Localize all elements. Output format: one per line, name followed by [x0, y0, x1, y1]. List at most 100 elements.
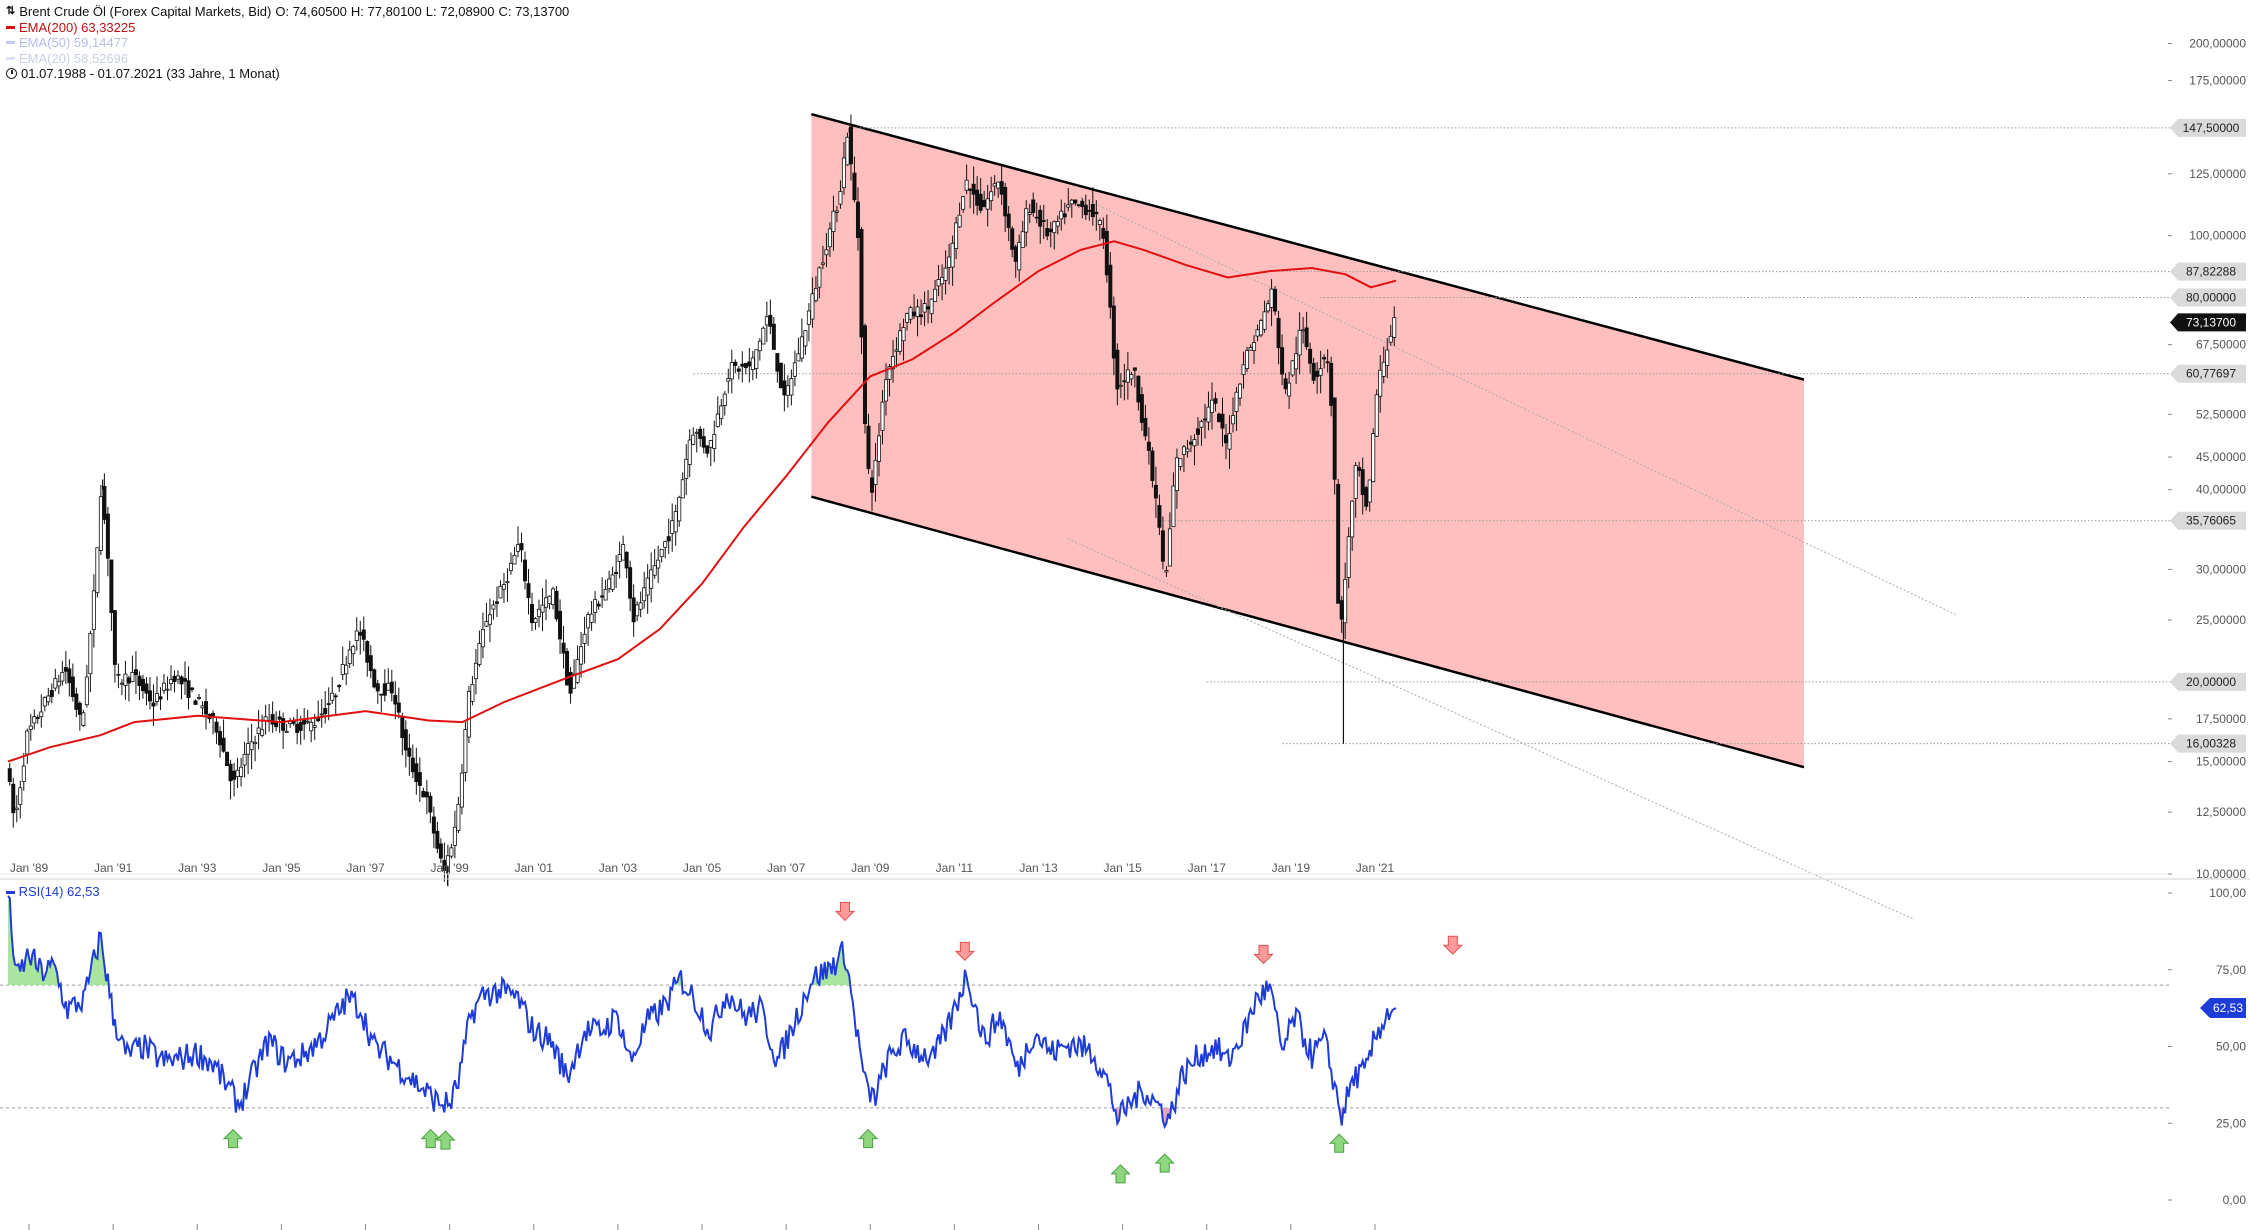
candle-body	[1083, 204, 1088, 216]
candle-body	[638, 602, 643, 610]
candle-body	[211, 712, 216, 717]
candle-body	[505, 581, 510, 584]
candles-layer	[7, 114, 1397, 887]
candle-body	[1027, 212, 1032, 215]
candle-body	[1238, 383, 1243, 399]
arrow-down-icon	[1253, 944, 1274, 965]
candle-body	[1283, 378, 1288, 390]
candle-body	[1301, 329, 1306, 332]
price-level-label: 80,00000	[2186, 291, 2236, 305]
candle-body	[323, 708, 328, 714]
candle-body	[95, 547, 100, 594]
channel-lower-line	[811, 495, 1805, 769]
candle-body	[1252, 342, 1257, 351]
candle-body	[1076, 204, 1081, 207]
candle-body	[1174, 457, 1179, 491]
candle-body	[1136, 375, 1141, 403]
candle-body	[722, 393, 727, 406]
candle-body	[624, 551, 629, 569]
candle-body	[239, 766, 244, 777]
arrow-up-icon	[857, 1128, 879, 1149]
candle-body	[1066, 204, 1071, 208]
candle-body	[936, 279, 941, 287]
y-axis-label: 125,00000	[2189, 167, 2246, 181]
candle-body	[1003, 187, 1008, 217]
candle-body	[933, 288, 938, 302]
x-axis-label: Jan '89	[10, 861, 49, 875]
candle-body	[768, 314, 773, 327]
legend-ema20-row[interactable]: EMA(20) 58,52696	[6, 51, 569, 67]
candle-body	[544, 597, 549, 608]
candle-body	[579, 646, 584, 665]
rsi-layer: 100,00 75,00 50,00 25,00 0,00 62,53	[0, 878, 2250, 1207]
candlestick-icon[interactable]: ⇅	[6, 5, 16, 17]
legend-ema50-row[interactable]: EMA(50) 59,14477	[6, 35, 569, 51]
candle-body	[894, 349, 899, 352]
candle-body	[771, 323, 776, 350]
candle-body	[1216, 413, 1221, 423]
candle-body	[1224, 434, 1229, 444]
candle-body	[246, 743, 251, 755]
candle-body	[382, 683, 387, 696]
candle-body	[105, 513, 110, 559]
candle-body	[1287, 382, 1292, 397]
candle-body	[582, 633, 587, 644]
candle-body	[1339, 600, 1344, 620]
candle-body	[694, 431, 699, 434]
rsi-legend[interactable]: RSI(14) 62,53	[6, 884, 100, 899]
ema200-line	[7, 240, 1397, 763]
candle-body	[123, 673, 128, 686]
chart-legend: ⇅ Brent Crude Öl (Forex Capital Markets,…	[6, 4, 569, 82]
candle-body	[1094, 211, 1099, 215]
candle-body	[249, 741, 254, 751]
candle-body	[1343, 579, 1348, 624]
candle-body	[1206, 406, 1211, 423]
candle-body	[140, 678, 145, 692]
candle-body	[950, 242, 955, 268]
x-axis-label: Jan '05	[683, 861, 722, 875]
x-axis-label: Jan '99	[430, 861, 469, 875]
candle-body	[1045, 228, 1050, 237]
candle-body	[1034, 216, 1039, 219]
candle-body	[18, 787, 23, 805]
candle-body	[1101, 228, 1106, 239]
candle-body	[168, 679, 173, 685]
candle-body	[389, 681, 394, 694]
candle-body	[978, 193, 983, 211]
candle-body	[1157, 505, 1162, 528]
y-axis-label: 67,50000	[2196, 338, 2246, 352]
candle-body	[810, 293, 815, 320]
candle-body	[74, 693, 79, 710]
candle-body	[498, 585, 503, 599]
legend-ema200-row[interactable]: EMA(200) 63,33225	[6, 20, 569, 36]
rsi-axis-label: 25,00	[2216, 1116, 2246, 1130]
y-axis-label: 30,00000	[2196, 562, 2246, 576]
candle-body	[84, 676, 89, 706]
candle-body	[908, 307, 913, 320]
candle-body	[1378, 369, 1383, 397]
candle-body	[533, 618, 538, 623]
candle-body	[1213, 398, 1218, 404]
candle-body	[820, 262, 825, 265]
candle-body	[922, 303, 927, 313]
candle-body	[705, 445, 710, 454]
candle-body	[792, 362, 797, 377]
candle-body	[449, 847, 454, 857]
x-axis-label: Jan '15	[1103, 861, 1142, 875]
candle-body	[852, 172, 857, 201]
candle-body	[1297, 329, 1302, 356]
candle-body	[438, 843, 443, 859]
candle-body	[866, 425, 871, 470]
candle-body	[929, 298, 934, 315]
candle-body	[589, 613, 594, 623]
candle-body	[1220, 413, 1225, 429]
candle-body	[326, 703, 331, 705]
candle-body	[403, 729, 408, 751]
candle-body	[1160, 530, 1165, 562]
candle-body	[473, 662, 478, 680]
candle-body	[1367, 479, 1372, 503]
candle-body	[1150, 450, 1155, 481]
candle-body	[1280, 347, 1285, 375]
candle-body	[477, 643, 482, 665]
